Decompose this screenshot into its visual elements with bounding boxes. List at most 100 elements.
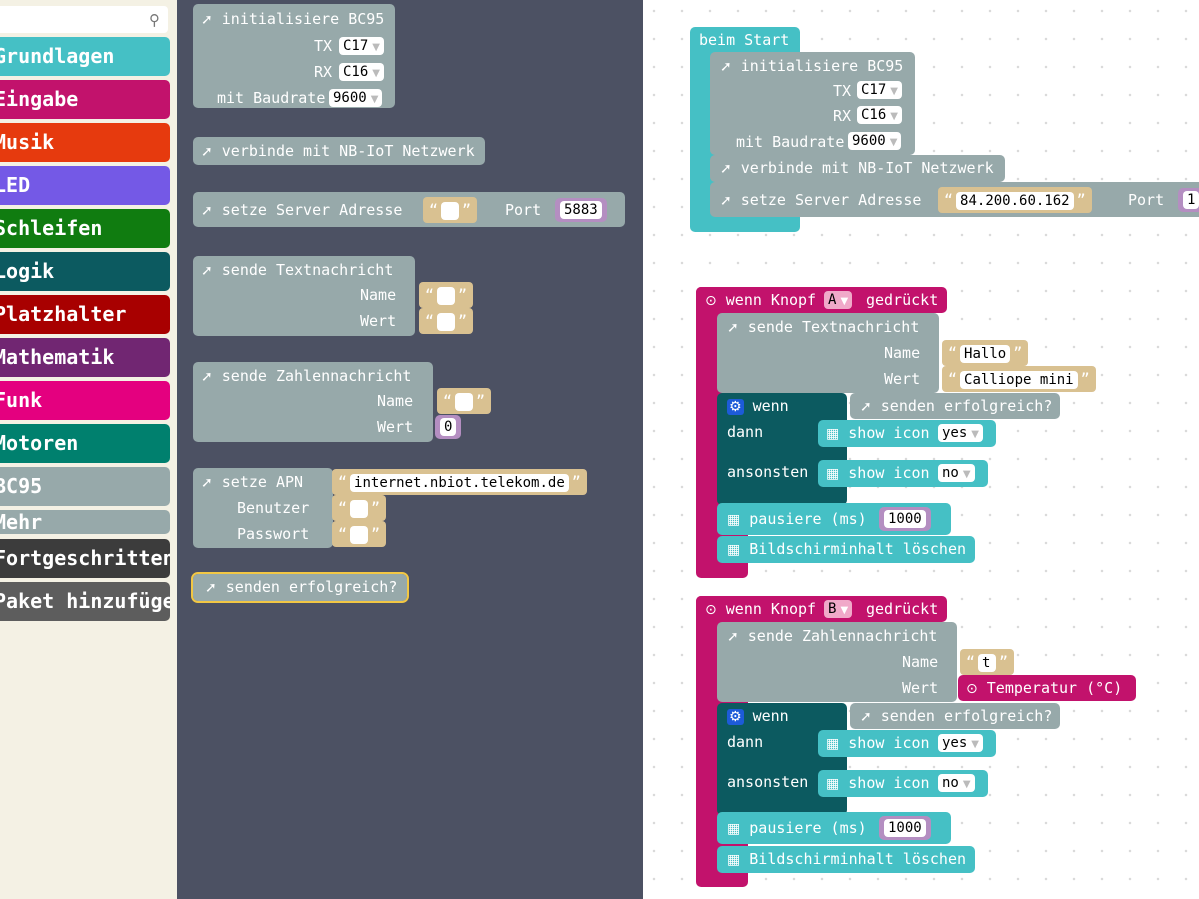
toolbox-category[interactable]: Funk (0, 381, 170, 420)
button-dropdown[interactable]: B ▼ (824, 600, 853, 618)
name-value[interactable]: t (978, 653, 997, 672)
address-value[interactable]: 84.200.60.162 (956, 191, 1074, 210)
toolbox-category[interactable]: Fortgeschritten (0, 539, 170, 578)
value-string[interactable]: “” (419, 308, 474, 334)
if-else-block[interactable]: ⚙ wenn dann ansonsten (717, 393, 847, 505)
init-bc95-block[interactable]: ➚ initialisiere BC95 TX C17 ▼ RX C16 ▼ mit… (710, 52, 915, 155)
tx-value: C17 (343, 38, 369, 54)
name-value[interactable] (455, 392, 474, 411)
icon-value: yes (942, 425, 968, 441)
rx-dropdown[interactable]: C16 ▼ (857, 106, 902, 124)
name-string[interactable]: “” (419, 282, 474, 308)
baud-dropdown[interactable]: 9600 ▼ (329, 89, 383, 107)
apn-value[interactable]: internet.nbiot.telekom.de (350, 473, 569, 492)
show-icon-block[interactable]: ▦ show icon yes ▼ (818, 420, 996, 447)
icon-dropdown[interactable]: yes ▼ (938, 424, 983, 442)
pause-block[interactable]: ▦ pausiere (ms) 1000 (717, 503, 951, 535)
search-input[interactable]: ⚲ (0, 6, 168, 33)
send-success-block[interactable]: ➚ senden erfolgreich? (850, 703, 1060, 729)
show-icon-block[interactable]: ▦ show icon yes ▼ (818, 730, 996, 757)
toolbox-category[interactable]: Eingabe (0, 80, 170, 119)
password-string[interactable]: “” (332, 521, 387, 547)
send-number-block[interactable]: ➚ sende Zahlennachricht Name “t” Wert (717, 622, 1015, 702)
connect-nbiot-block[interactable]: ➚ verbinde mit NB-IoT Netzwerk (193, 137, 485, 165)
toolbox-category[interactable]: Schleifen (0, 209, 170, 248)
name-string[interactable]: “t” (960, 649, 1015, 675)
button-dropdown[interactable]: A ▼ (824, 291, 853, 309)
search-icon[interactable]: ⚲ (149, 11, 160, 29)
toolbox-category[interactable]: Paket hinzufügen (0, 582, 170, 621)
set-server-block[interactable]: ➚ setze Server Adresse “84.200.60.162” P… (710, 182, 1199, 217)
user-value[interactable] (350, 499, 369, 518)
baud-value: 9600 (852, 133, 886, 149)
gear-icon[interactable]: ⚙ (727, 399, 744, 415)
baud-dropdown[interactable]: 9600 ▼ (848, 132, 902, 150)
toolbox-category[interactable]: LED (0, 166, 170, 205)
toolbox-category[interactable]: Musik (0, 123, 170, 162)
button-value: B (828, 601, 837, 617)
pause-number[interactable]: 1000 (879, 816, 931, 840)
show-icon-block[interactable]: ▦ show icon no ▼ (818, 460, 988, 487)
password-value[interactable] (350, 525, 369, 544)
icon-dropdown[interactable]: no ▼ (938, 774, 975, 792)
value-string[interactable]: “Calliope mini” (942, 366, 1096, 392)
value-label: Wert (360, 312, 397, 330)
rx-value: C16 (343, 64, 369, 80)
value-number[interactable]: 0 (435, 415, 462, 439)
name-label: Name (360, 286, 397, 304)
pause-number[interactable]: 1000 (879, 507, 931, 531)
port-number[interactable]: 1 (1178, 188, 1199, 212)
toolbox-category[interactable]: Platzhalter (0, 295, 170, 334)
toolbox-category[interactable]: Grundlagen (0, 37, 170, 76)
value-value[interactable]: Calliope mini (960, 370, 1078, 389)
led-grid-icon: ▦ (727, 821, 741, 837)
block-label: beim Start (699, 31, 790, 49)
if-else-block[interactable]: ⚙ wenn dann ansonsten (717, 703, 847, 815)
set-server-block[interactable]: ➚ setze Server Adresse “” Port 5883 (193, 192, 625, 227)
send-number-block[interactable]: ➚ sende Zahlennachricht Name “” Wert 0 (193, 362, 492, 442)
send-success-block[interactable]: ➚ senden erfolgreich? (850, 393, 1060, 419)
port-number[interactable]: 5883 (555, 198, 607, 222)
tx-dropdown[interactable]: C17 ▼ (339, 37, 384, 55)
workspace[interactable]: beim Start ➚ initialisiere BC95 TX C17 ▼ … (643, 0, 1199, 899)
send-icon: ➚ (860, 399, 872, 415)
dropdown-arrow-icon: ▼ (840, 296, 849, 307)
on-button-a-header[interactable]: ⊙ wenn Knopf A ▼ gedrückt (696, 287, 947, 313)
block-label-suffix: gedrückt (866, 600, 939, 618)
init-bc95-block[interactable]: ➚ initialisiere BC95 TX C17 ▼ RX C16 ▼ mit… (193, 4, 395, 108)
temperature-block[interactable]: ⊙ Temperatur (°C) (958, 675, 1136, 701)
toolbox-category[interactable]: Logik (0, 252, 170, 291)
tx-dropdown[interactable]: C17 ▼ (857, 81, 902, 99)
block-label: senden erfolgreich? (225, 578, 398, 596)
name-value[interactable]: Hallo (960, 344, 1011, 363)
send-success-block[interactable]: ➚ senden erfolgreich? (191, 572, 409, 603)
toolbox-category[interactable]: BC95 (0, 467, 170, 506)
rx-dropdown[interactable]: C16 ▼ (339, 63, 384, 81)
connect-nbiot-block[interactable]: ➚ verbinde mit NB-IoT Netzwerk (710, 155, 1005, 182)
send-text-block[interactable]: ➚ sende Textnachricht Name “” Wert “” (193, 256, 474, 336)
value-value[interactable] (437, 312, 456, 331)
name-string[interactable]: “Hallo” (942, 340, 1029, 366)
address-string[interactable]: “84.200.60.162” (938, 187, 1092, 213)
icon-dropdown[interactable]: yes ▼ (938, 734, 983, 752)
icon-dropdown[interactable]: no ▼ (938, 464, 975, 482)
block-label: pausiere (ms) (749, 510, 867, 528)
toolbox-category[interactable]: Motoren (0, 424, 170, 463)
address-value[interactable] (441, 201, 460, 220)
apn-string[interactable]: “internet.nbiot.telekom.de” (332, 469, 587, 495)
toolbox-category[interactable]: Mathematik (0, 338, 170, 377)
block-label: show icon (848, 734, 930, 752)
pause-block[interactable]: ▦ pausiere (ms) 1000 (717, 812, 951, 844)
show-icon-block[interactable]: ▦ show icon no ▼ (818, 770, 988, 797)
gear-icon[interactable]: ⚙ (727, 709, 744, 725)
user-string[interactable]: “” (332, 495, 387, 521)
set-apn-block[interactable]: ➚ setze APN Benutzer Passwort “internet.… (193, 468, 587, 548)
name-value[interactable] (437, 286, 456, 305)
clear-screen-block[interactable]: ▦ Bildschirminhalt löschen (717, 846, 975, 873)
toolbox-category[interactable]: Mehr (0, 510, 170, 534)
on-button-b-header[interactable]: ⊙ wenn Knopf B ▼ gedrückt (696, 596, 947, 622)
address-string[interactable]: “” (423, 197, 478, 223)
name-string[interactable]: “” (437, 388, 492, 414)
send-text-block[interactable]: ➚ sende Textnachricht Name “Hallo” Wert … (717, 313, 1096, 393)
clear-screen-block[interactable]: ▦ Bildschirminhalt löschen (717, 536, 975, 563)
